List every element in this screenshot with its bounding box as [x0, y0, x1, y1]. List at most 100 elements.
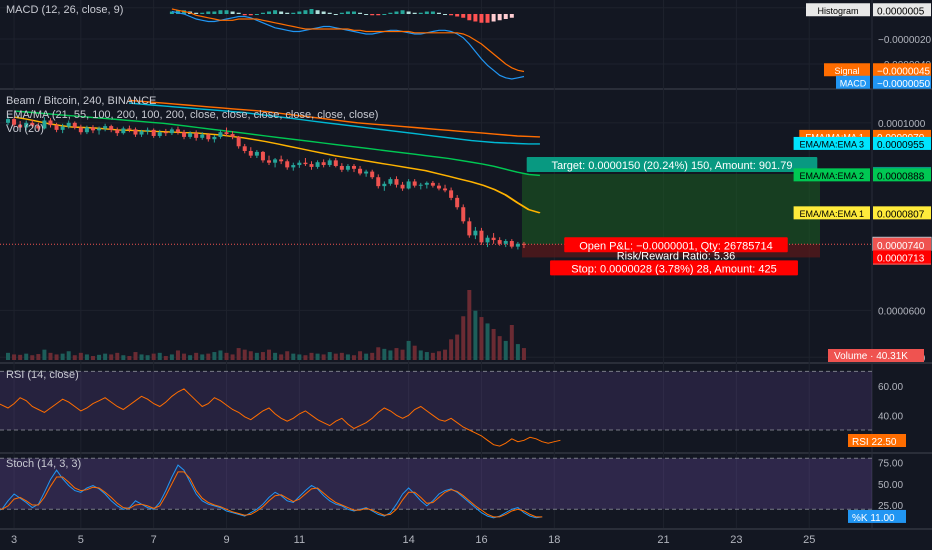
candle-body — [333, 160, 338, 166]
volume-legend[interactable]: Vol (20) — [6, 123, 44, 135]
volume-bar — [24, 353, 29, 360]
time-axis-label: 11 — [294, 534, 305, 546]
candle-body — [224, 132, 229, 135]
volume-bar — [182, 353, 187, 360]
volume-bar — [84, 354, 89, 360]
candle-body — [461, 207, 466, 222]
macd-histogram-bar — [479, 14, 484, 23]
macd-legend: MACD (12, 26, close, 9) — [6, 4, 124, 16]
candle-body — [200, 134, 205, 138]
candle-body — [364, 171, 369, 174]
volume-bar — [248, 351, 253, 360]
macd-histogram-bar — [455, 14, 460, 17]
candle-body — [218, 132, 223, 137]
macd-histogram-bar — [333, 14, 338, 15]
candle-body — [267, 160, 272, 163]
candle-body — [42, 120, 47, 129]
volume-bar — [436, 351, 441, 360]
signal-line — [171, 8, 525, 73]
volume-bar — [36, 354, 41, 360]
volume-bar — [169, 354, 174, 360]
price-badge-value: 0.0000713 — [877, 253, 925, 264]
volume-bar — [430, 352, 435, 360]
candle-body — [443, 188, 448, 191]
macd-histogram-bar — [212, 11, 217, 14]
candle-body — [297, 162, 302, 166]
time-axis-label: 16 — [475, 534, 487, 546]
candle-body — [485, 237, 490, 243]
volume-bar — [503, 340, 508, 360]
time-axis-label: 7 — [151, 534, 157, 546]
macd-histogram-bar — [285, 12, 290, 14]
volume-bar — [509, 325, 514, 360]
ema-ma-legend[interactable]: EMA/MA (21, 55, 100, 200, 100, 200, clos… — [6, 109, 379, 121]
macd-histogram-bar — [436, 12, 441, 14]
stoch-tick-label: 25.00 — [878, 501, 903, 512]
stoch-tick-label: 50.00 — [878, 480, 903, 491]
candle-body — [309, 164, 314, 167]
stoch-k-line — [0, 464, 543, 519]
macd-name-badge-label: Signal — [834, 66, 859, 76]
volume-bar — [412, 345, 417, 360]
volume-bar — [66, 351, 71, 360]
macd-histogram-bar — [351, 11, 356, 14]
candle-body — [163, 132, 168, 134]
ma-name-badge — [793, 206, 870, 220]
target-label: Target: 0.0000150 (20.24%) 150, Amount: … — [552, 160, 793, 172]
open-pnl-label: Open P&L: −0.0000001, Qty: 26785714 — [579, 240, 773, 252]
ma-line — [128, 99, 541, 138]
candle-body — [206, 134, 211, 140]
target-label-bg — [526, 156, 818, 172]
candle-body — [145, 129, 150, 132]
volume-bar — [60, 353, 65, 360]
macd-name-badge — [824, 63, 870, 77]
time-axis-label: 3 — [11, 534, 17, 546]
candle-body — [412, 181, 417, 186]
candle-body — [388, 179, 393, 184]
macd-histogram-bar — [388, 12, 393, 14]
stoch-legend[interactable]: Stoch (14, 3, 3) — [6, 458, 82, 470]
candle-body — [273, 159, 278, 163]
symbol-title[interactable]: Beam / Bitcoin, 240, BINANCE — [6, 95, 157, 107]
candle-body — [370, 171, 375, 178]
candle-body — [6, 119, 10, 123]
candle-body — [133, 129, 138, 135]
macd-name-badge — [806, 3, 870, 17]
volume-bar — [157, 352, 162, 360]
volume-bar — [497, 336, 502, 360]
macd-histogram-bar — [242, 14, 247, 16]
candle-body — [60, 126, 65, 130]
macd-histogram-bar — [291, 12, 296, 14]
macd-histogram-bar — [503, 14, 508, 19]
candle-body — [497, 240, 502, 244]
macd-histogram-bar — [315, 10, 320, 14]
volume-bar — [97, 354, 102, 360]
candle-body — [430, 182, 435, 186]
macd-value-badge-text: −0.0000045 — [877, 66, 931, 77]
volume-bar — [418, 350, 423, 360]
rsi-band — [0, 371, 872, 430]
candle-body — [236, 136, 241, 147]
time-axis-label: 18 — [548, 534, 560, 546]
volume-bar — [163, 356, 168, 360]
volume-bar — [151, 353, 156, 360]
volume-bar — [260, 352, 265, 360]
macd-name-badge-label: Histogram — [817, 6, 858, 16]
macd-histogram-bar — [424, 11, 429, 14]
rsi-badge — [848, 434, 906, 447]
macd-histogram-bar — [473, 14, 478, 22]
macd-histogram-bar — [182, 10, 187, 14]
macd-histogram-bar — [297, 11, 302, 14]
volume-bar — [212, 352, 217, 360]
candle-body — [467, 221, 472, 236]
rsi-legend[interactable]: RSI (14, close) — [6, 369, 79, 381]
candle-body — [90, 127, 95, 131]
macd-histogram-bar — [376, 14, 381, 16]
candle-body — [321, 162, 326, 166]
stop-label-bg — [550, 260, 798, 276]
candle-body — [279, 159, 284, 162]
candle-body — [491, 237, 496, 241]
volume-bar — [206, 353, 211, 360]
volume-bar — [12, 354, 17, 360]
